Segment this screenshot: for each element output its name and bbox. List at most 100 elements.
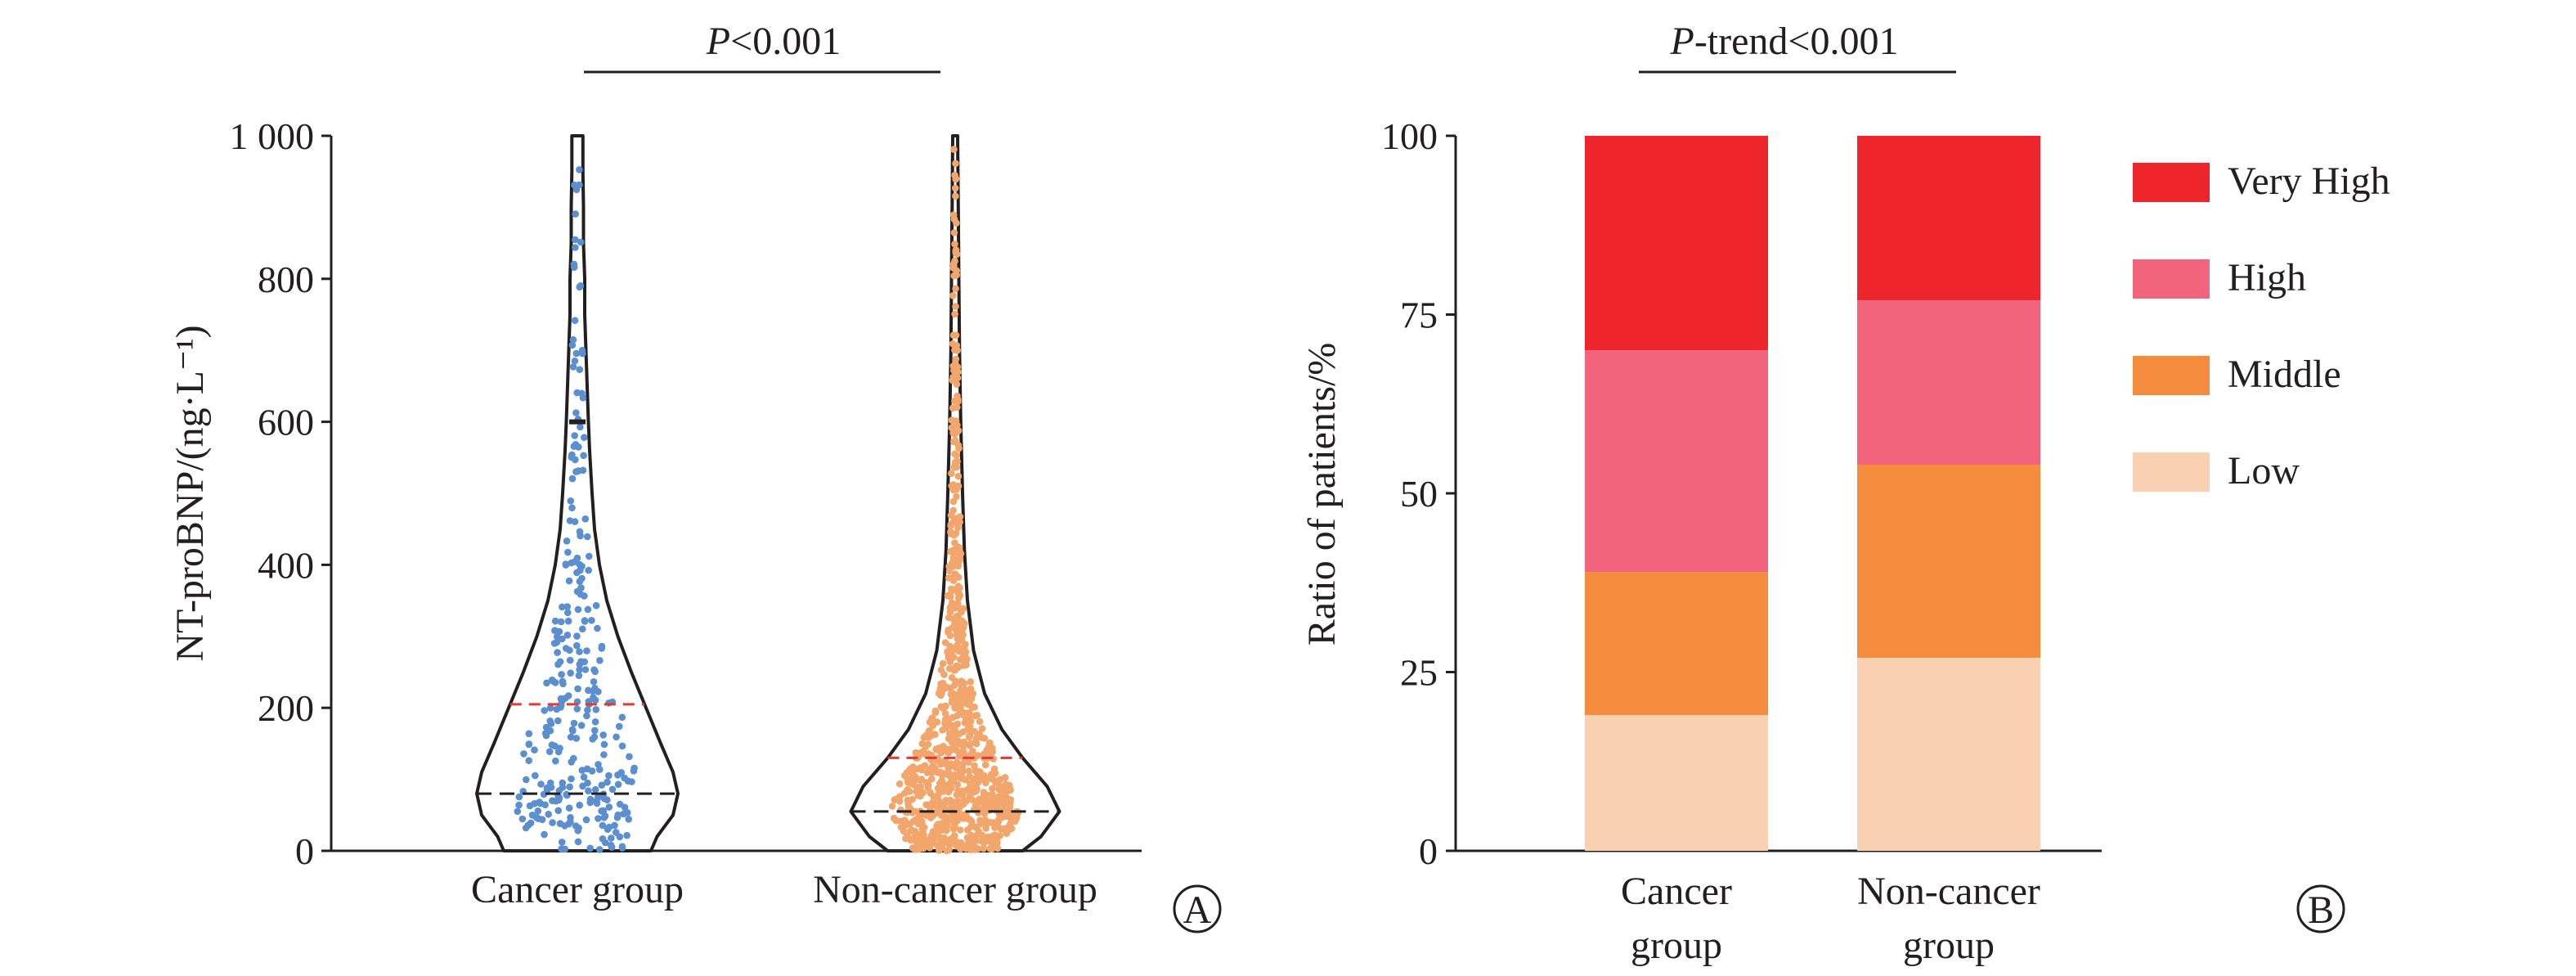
data-point <box>571 317 579 325</box>
data-point <box>954 803 962 812</box>
data-point <box>608 785 617 794</box>
legend-label: High <box>2228 256 2306 299</box>
data-point <box>953 250 961 259</box>
data-point <box>926 726 933 735</box>
legend-swatch <box>2133 452 2210 492</box>
data-point <box>528 812 536 819</box>
data-point <box>922 840 930 848</box>
data-point <box>567 818 574 825</box>
data-point <box>576 283 583 291</box>
data-point <box>918 831 926 839</box>
data-point <box>949 292 957 299</box>
data-point <box>549 797 556 804</box>
data-point <box>601 839 609 847</box>
data-point <box>577 423 584 431</box>
data-point <box>564 692 572 699</box>
data-point <box>925 734 932 741</box>
data-point <box>961 842 969 850</box>
data-point <box>973 734 981 741</box>
data-point <box>906 821 914 828</box>
data-point <box>556 658 564 666</box>
data-point <box>971 787 978 795</box>
data-point <box>967 678 975 686</box>
data-point <box>574 838 582 846</box>
data-point <box>953 492 960 501</box>
data-point <box>531 746 538 753</box>
data-point <box>948 799 956 807</box>
legend-label: Low <box>2228 449 2300 492</box>
data-point <box>955 605 963 612</box>
data-point <box>515 801 523 809</box>
data-point <box>576 166 583 173</box>
data-point <box>580 773 588 781</box>
data-point <box>613 733 620 741</box>
data-point <box>917 776 924 784</box>
data-point <box>971 704 978 711</box>
data-point <box>605 823 613 831</box>
data-point <box>940 812 947 821</box>
data-point <box>595 846 604 853</box>
data-point <box>918 740 927 748</box>
data-point <box>625 816 632 823</box>
panel-a-y-tick-label: 1 000 <box>230 115 315 157</box>
data-point <box>572 468 580 475</box>
data-point <box>990 820 997 827</box>
data-point <box>576 660 584 668</box>
panel-b-y-tick-label: 100 <box>1381 115 1438 157</box>
data-point <box>954 662 961 670</box>
data-point <box>563 603 571 610</box>
data-point <box>903 769 911 776</box>
panel-b-bars <box>1585 136 2040 851</box>
data-point <box>953 375 961 383</box>
data-point <box>966 772 973 780</box>
data-point <box>591 696 599 704</box>
panel-a-y-tick-label: 600 <box>258 402 314 443</box>
data-point <box>957 775 964 782</box>
data-point <box>586 844 594 852</box>
data-point <box>536 799 545 807</box>
data-point <box>557 618 565 626</box>
data-point <box>1000 800 1008 808</box>
data-point <box>618 843 626 851</box>
legend-swatch <box>2133 163 2210 202</box>
data-point <box>994 816 1003 824</box>
data-point <box>972 824 981 832</box>
data-point <box>981 777 990 785</box>
data-point <box>1003 783 1010 791</box>
data-point <box>938 820 946 827</box>
data-point <box>595 815 602 822</box>
data-point <box>608 843 616 851</box>
data-point <box>576 366 584 374</box>
data-point <box>592 601 600 609</box>
data-point <box>584 605 592 614</box>
panel-b-legend: Very High High Middle Low <box>2133 160 2390 492</box>
data-point <box>1003 794 1010 801</box>
data-point <box>978 725 986 732</box>
data-point <box>968 796 976 803</box>
data-point <box>575 672 583 679</box>
panel-b-p-value: P-trend<0.001 <box>1669 20 1898 63</box>
data-point <box>911 827 919 835</box>
panel-b-y-tick-label: 50 <box>1400 473 1438 515</box>
bar-segment-middle <box>1857 465 2040 659</box>
data-point <box>541 830 548 839</box>
data-point <box>572 349 581 358</box>
data-point <box>588 767 596 775</box>
data-point <box>567 497 575 505</box>
data-point <box>918 766 926 774</box>
data-point <box>906 788 913 795</box>
data-point <box>950 272 958 280</box>
data-point <box>568 341 577 349</box>
panel-a-quartile-lines <box>477 419 1060 813</box>
data-point <box>525 730 533 738</box>
panel-b-y-tick-label: 25 <box>1400 652 1438 694</box>
data-point <box>967 817 976 825</box>
data-point <box>594 794 602 802</box>
svg-text:A: A <box>1183 888 1212 932</box>
data-point <box>953 746 960 754</box>
data-point <box>594 624 601 632</box>
data-point <box>947 530 955 537</box>
panel-a-y-tick-label: 400 <box>258 544 314 586</box>
data-point <box>600 814 608 821</box>
